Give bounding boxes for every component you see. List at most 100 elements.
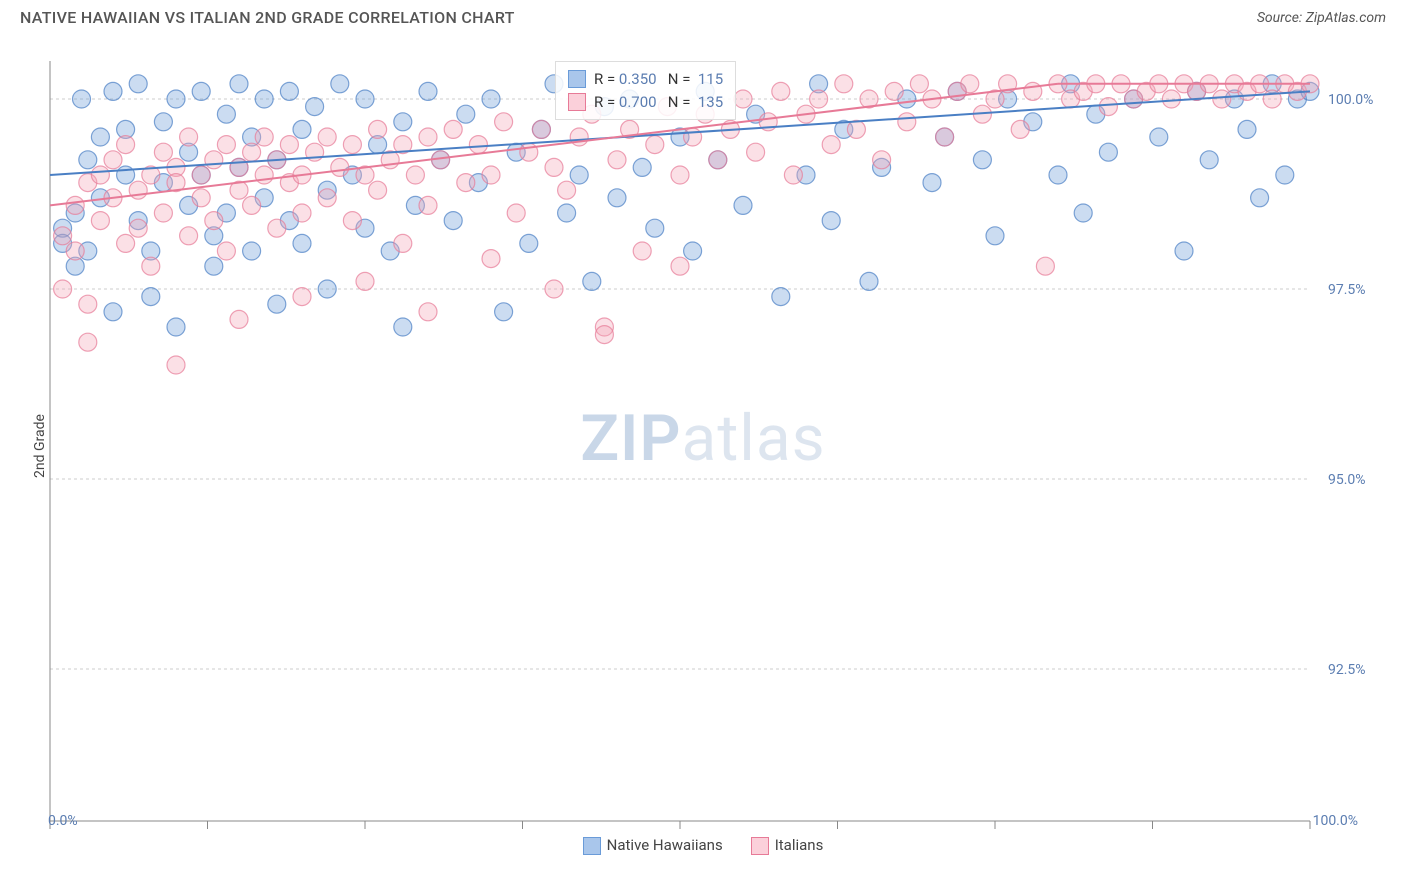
data-point bbox=[180, 227, 198, 245]
data-point bbox=[1251, 189, 1269, 207]
svg-text:95.0%: 95.0% bbox=[1328, 472, 1366, 488]
data-point bbox=[1036, 257, 1054, 275]
data-point bbox=[91, 166, 109, 184]
stats-legend-row: R = 0.350 N = 115 bbox=[568, 68, 723, 91]
chart-source: Source: ZipAtlas.com bbox=[1257, 10, 1386, 26]
data-point bbox=[457, 105, 475, 123]
data-point bbox=[293, 234, 311, 252]
data-point bbox=[230, 75, 248, 93]
data-point bbox=[734, 90, 752, 108]
svg-text:100.0%: 100.0% bbox=[1328, 92, 1373, 108]
data-point bbox=[205, 212, 223, 230]
data-point bbox=[142, 288, 160, 306]
data-point bbox=[457, 174, 475, 192]
data-point bbox=[369, 181, 387, 199]
legend-swatch bbox=[583, 837, 601, 855]
data-point bbox=[1200, 151, 1218, 169]
data-point bbox=[394, 113, 412, 131]
scatter-chart: 100.0%97.5%95.0%92.5% bbox=[0, 31, 1406, 861]
data-point bbox=[633, 242, 651, 260]
data-point bbox=[822, 136, 840, 154]
data-point bbox=[331, 75, 349, 93]
data-point bbox=[293, 120, 311, 138]
data-point bbox=[54, 280, 72, 298]
data-point bbox=[154, 143, 172, 161]
data-point bbox=[154, 204, 172, 222]
data-point bbox=[91, 212, 109, 230]
data-point bbox=[205, 257, 223, 275]
data-point bbox=[495, 113, 513, 131]
data-point bbox=[784, 166, 802, 184]
data-point bbox=[595, 326, 613, 344]
data-point bbox=[520, 234, 538, 252]
data-point bbox=[570, 166, 588, 184]
data-point bbox=[318, 280, 336, 298]
data-point bbox=[835, 75, 853, 93]
data-point bbox=[73, 90, 91, 108]
data-point bbox=[1276, 166, 1294, 184]
data-point bbox=[545, 280, 563, 298]
x-max-label: 100.0% bbox=[1313, 813, 1358, 829]
data-point bbox=[898, 113, 916, 131]
data-point bbox=[66, 242, 84, 260]
data-point bbox=[646, 136, 664, 154]
data-point bbox=[608, 189, 626, 207]
data-point bbox=[268, 219, 286, 237]
data-point bbox=[331, 158, 349, 176]
data-point bbox=[343, 136, 361, 154]
data-point bbox=[772, 82, 790, 100]
data-point bbox=[394, 318, 412, 336]
legend-label: Italians bbox=[775, 836, 824, 854]
data-point bbox=[293, 204, 311, 222]
data-point bbox=[167, 318, 185, 336]
data-point bbox=[104, 82, 122, 100]
data-point bbox=[255, 90, 273, 108]
data-point bbox=[973, 151, 991, 169]
series-legend-item: Native Hawaiians bbox=[583, 836, 723, 855]
data-point bbox=[545, 158, 563, 176]
data-point bbox=[885, 82, 903, 100]
data-point bbox=[394, 234, 412, 252]
data-point bbox=[318, 128, 336, 146]
data-point bbox=[79, 295, 97, 313]
data-point bbox=[482, 90, 500, 108]
data-point bbox=[495, 303, 513, 321]
data-point bbox=[419, 303, 437, 321]
data-point bbox=[79, 333, 97, 351]
data-point bbox=[419, 196, 437, 214]
svg-text:97.5%: 97.5% bbox=[1328, 282, 1366, 298]
series-legend-item: Italians bbox=[751, 836, 824, 855]
data-point bbox=[847, 120, 865, 138]
data-point bbox=[243, 143, 261, 161]
data-point bbox=[532, 120, 550, 138]
data-point bbox=[923, 174, 941, 192]
data-point bbox=[293, 288, 311, 306]
data-point bbox=[558, 204, 576, 222]
data-point bbox=[117, 234, 135, 252]
data-point bbox=[1150, 128, 1168, 146]
data-point bbox=[280, 82, 298, 100]
legend-swatch bbox=[751, 837, 769, 855]
data-point bbox=[91, 128, 109, 146]
data-point bbox=[192, 82, 210, 100]
data-point bbox=[192, 189, 210, 207]
data-point bbox=[469, 136, 487, 154]
data-point bbox=[1074, 204, 1092, 222]
data-point bbox=[180, 128, 198, 146]
data-point bbox=[1099, 143, 1117, 161]
data-point bbox=[167, 356, 185, 374]
data-point bbox=[54, 227, 72, 245]
data-point bbox=[1238, 120, 1256, 138]
trend-line bbox=[50, 84, 1058, 206]
data-point bbox=[217, 105, 235, 123]
data-point bbox=[104, 303, 122, 321]
data-point bbox=[583, 272, 601, 290]
data-point bbox=[243, 242, 261, 260]
y-axis-label: 2nd Grade bbox=[32, 414, 48, 478]
x-min-label: 0.0% bbox=[48, 813, 78, 829]
legend-label: Native Hawaiians bbox=[607, 836, 723, 854]
data-point bbox=[129, 219, 147, 237]
data-point bbox=[772, 288, 790, 306]
data-point bbox=[608, 151, 626, 169]
data-point bbox=[646, 219, 664, 237]
